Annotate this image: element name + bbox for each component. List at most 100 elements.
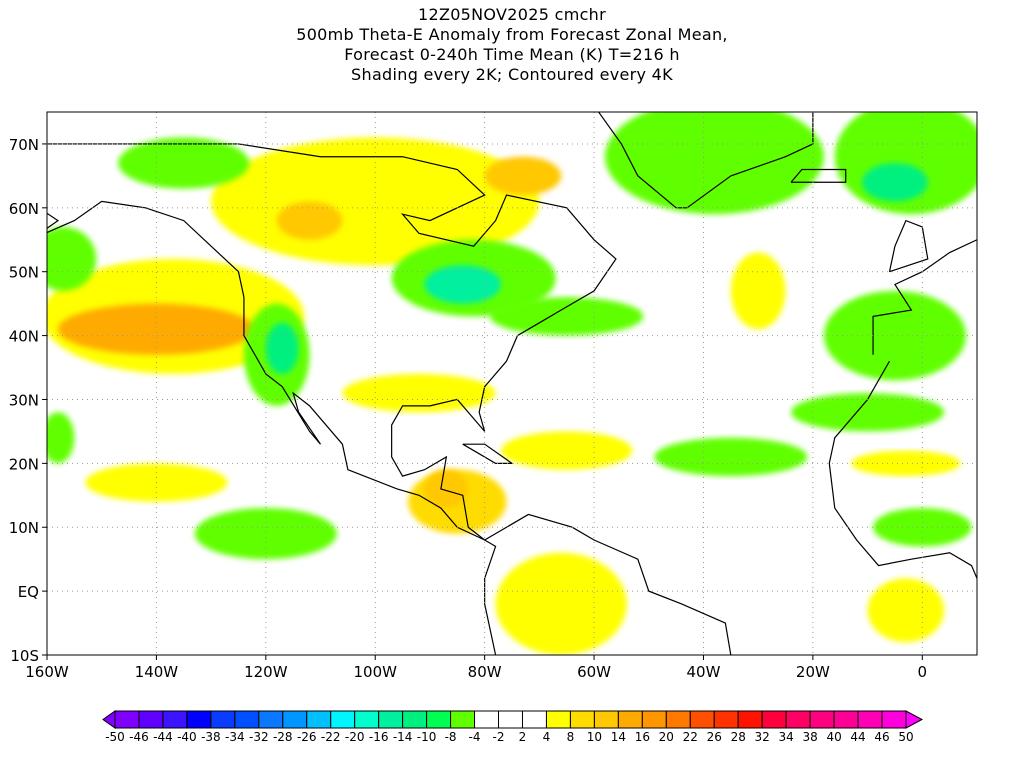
- colorbar-swatch: [809, 710, 835, 729]
- colorbar-swatch: [354, 710, 380, 729]
- y-tick-label: 20N: [9, 455, 39, 473]
- colorbar-label: -40: [177, 730, 197, 744]
- axis-ticks: 160W 140W 120W 100W 80W 60W 40W 20W 0 70N 60N 50N 40…: [9, 136, 927, 681]
- shading-layer: [47, 112, 977, 655]
- colorbar-label: -46: [129, 730, 149, 744]
- coastline-segment: [872, 239, 977, 355]
- colorbar-label: 4: [543, 730, 551, 744]
- colorbar-swatch: [785, 710, 811, 729]
- anomaly-region-canada-core-e: [484, 156, 562, 196]
- colorbar-swatch: [330, 710, 356, 729]
- colorbar-swatch: [881, 710, 907, 729]
- colorbar-swatch: [641, 710, 667, 729]
- colorbar-label: -38: [201, 730, 221, 744]
- colorbar-swatch: [713, 710, 739, 729]
- anomaly-region-caribbean: [501, 431, 633, 470]
- x-tick-label: 100W: [354, 663, 398, 681]
- anomaly-region-tropical-pacific: [194, 508, 337, 560]
- colorbar-swatch: [617, 710, 643, 729]
- colorbar-swatch: [138, 710, 164, 729]
- x-tick-label: 0: [918, 663, 928, 681]
- colorbar-label: -16: [369, 730, 389, 744]
- colorbar-label: -8: [445, 730, 457, 744]
- y-tick-label: 50N: [9, 264, 39, 282]
- colorbar-label: -28: [273, 730, 293, 744]
- colorbar-label: -2: [493, 730, 505, 744]
- colorbar-swatch: [833, 710, 859, 729]
- colorbar-label: 16: [635, 730, 650, 744]
- colorbar-swatch: [737, 710, 763, 729]
- coastline-segment: [597, 112, 814, 209]
- anomaly-region-sahel: [851, 450, 961, 477]
- colorbar-swatch: [474, 710, 500, 729]
- colorbar-swatch: [450, 710, 476, 729]
- anomaly-region-iberia: [823, 290, 967, 381]
- coastlines: [47, 112, 977, 655]
- title-shading-info: Shading every 2K; Contoured every 4K: [351, 65, 673, 84]
- x-tick-label: 140W: [135, 663, 179, 681]
- anomaly-region-greenland: [605, 112, 824, 215]
- colorbar-swatch: [498, 710, 523, 729]
- anomaly-region-central-america-core: [424, 469, 469, 509]
- title-forecast-period: Forecast 0-240h Time Mean (K) T=216 h: [344, 45, 680, 64]
- anomaly-region-south-america: [495, 552, 627, 655]
- colorbar-label: 2: [519, 730, 527, 744]
- coastline-segment: [828, 360, 977, 579]
- colorbar-swatch: [426, 710, 452, 729]
- colorbar-swatch: [162, 710, 188, 729]
- gridlines: [47, 112, 977, 655]
- title-date-model: 12Z05NOV2025 cmchr: [417, 5, 606, 24]
- colorbar-label: -22: [321, 730, 341, 744]
- colorbar-label: 14: [611, 730, 626, 744]
- anomaly-region-gulf-of-alaska: [47, 226, 97, 291]
- y-tick-label: 10S: [10, 647, 39, 665]
- colorbar-swatch: [761, 710, 787, 729]
- colorbar-label: -32: [249, 730, 269, 744]
- y-tick-label: 60N: [9, 200, 39, 218]
- colorbar-label: 22: [683, 730, 698, 744]
- colorbar-label: 28: [731, 730, 746, 744]
- coastline-segment: [790, 168, 847, 183]
- colorbar-label: 46: [874, 730, 889, 744]
- y-tick-label: 40N: [9, 328, 39, 346]
- x-tick-label: 40W: [687, 663, 721, 681]
- anomaly-region-east-pacific-sw: [47, 412, 75, 464]
- x-tick-label: 120W: [244, 663, 288, 681]
- y-tick-label: EQ: [18, 583, 39, 601]
- colorbar-swatch: [306, 710, 332, 729]
- colorbar-swatch: [857, 710, 883, 729]
- colorbar-label: 10: [587, 730, 602, 744]
- colorbar-label: 44: [850, 730, 865, 744]
- anomaly-region-gulf-of-guinea: [867, 578, 945, 643]
- colorbar: -50 -46 -44 -40 -38 -34 -32 -28 -26 -22 -20 -16 -14-…: [102, 710, 924, 744]
- anomaly-region-western-us-core: [265, 322, 299, 374]
- colorbar-swatch: [402, 710, 428, 729]
- colorbar-label: 26: [707, 730, 722, 744]
- colorbar-swatch: [210, 710, 236, 729]
- colorbar-swatch: [521, 710, 547, 729]
- colorbar-label: -26: [297, 730, 317, 744]
- anomaly-region-southern-us: [342, 373, 496, 413]
- coastline-segment: [462, 443, 514, 464]
- anomaly-region-canada-core-w: [276, 201, 343, 240]
- colorbar-label: -44: [153, 730, 173, 744]
- colorbar-swatch: [569, 710, 595, 729]
- colorbar-swatch: [258, 710, 284, 729]
- colorbar-label: 38: [802, 730, 817, 744]
- anomaly-region-alaska: [118, 137, 250, 189]
- y-tick-label: 70N: [9, 136, 39, 154]
- colorbar-swatch: [282, 710, 308, 729]
- colorbar-label: -4: [469, 730, 481, 744]
- x-tick-label: 20W: [796, 663, 830, 681]
- colorbar-swatch: [186, 710, 212, 729]
- colorbar-label: -50: [105, 730, 125, 744]
- coastline-segment: [47, 143, 732, 655]
- anomaly-region-mid-atlantic: [730, 252, 786, 330]
- colorbar-swatch: [689, 710, 715, 729]
- x-tick-label: 80W: [468, 663, 502, 681]
- coastline-segment: [888, 219, 929, 273]
- colorbar-swatch: [545, 710, 571, 729]
- anomaly-region-ne-atlantic-core: [862, 163, 928, 202]
- colorbar-label: 20: [659, 730, 674, 744]
